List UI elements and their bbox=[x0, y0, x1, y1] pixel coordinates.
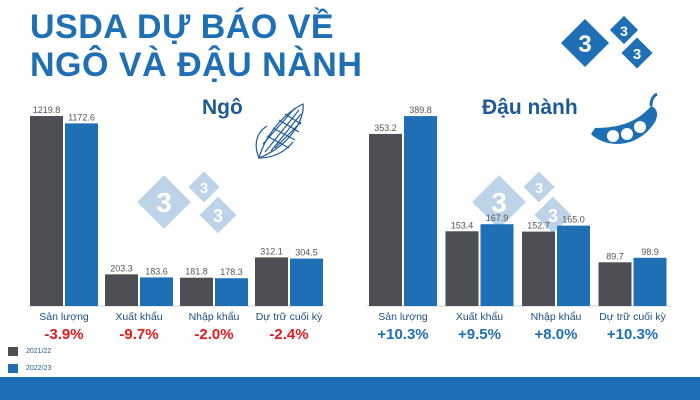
soybean-data-label: 89.7 bbox=[606, 251, 624, 261]
soybean-bar-2021-22 bbox=[369, 133, 402, 306]
soybean-data-label: 167.9 bbox=[486, 213, 509, 223]
corn-change-label: -9.7% bbox=[119, 326, 158, 343]
corn-bar-2022-23 bbox=[65, 123, 98, 307]
legend-item-2022: 2022/23 bbox=[8, 364, 51, 373]
corn-category-label: Xuất khẩu bbox=[115, 311, 162, 323]
corn-bar-2022-23 bbox=[215, 278, 248, 306]
corn-change-label: -3.9% bbox=[44, 326, 83, 343]
corn-data-label: 181.8 bbox=[185, 267, 208, 277]
soybean-category-label: Xuất khẩu bbox=[456, 311, 503, 323]
brand-logo: 3 3 3 bbox=[560, 15, 653, 69]
soybean-bar-2022-23 bbox=[404, 116, 437, 306]
corn-change-label: -2.4% bbox=[269, 326, 308, 343]
watermark-logo-corn: 3 3 3 bbox=[137, 171, 237, 234]
corn-panel-title: Ngô bbox=[202, 96, 243, 119]
corn-data-label: 1172.6 bbox=[68, 112, 95, 122]
svg-text:3: 3 bbox=[548, 206, 558, 226]
corn-bar-2022-23 bbox=[140, 277, 173, 306]
soybean-change-label: +9.5% bbox=[458, 326, 501, 343]
legend-label-2021: 2021/22 bbox=[26, 348, 52, 355]
title-line-1: USDA DỰ BÁO VỀ bbox=[30, 8, 335, 46]
footer-bar bbox=[0, 377, 700, 400]
svg-text:3: 3 bbox=[620, 23, 628, 39]
svg-text:3: 3 bbox=[491, 187, 507, 218]
soybean-data-label: 98.9 bbox=[641, 247, 659, 257]
legend-swatch-2022 bbox=[8, 364, 18, 373]
corn-category-label: Sản lượng bbox=[39, 311, 89, 323]
corn-data-label: 183.6 bbox=[145, 266, 168, 276]
corn-icon bbox=[255, 103, 304, 160]
soybean-change-label: +8.0% bbox=[535, 326, 578, 343]
soybean-data-label: 389.8 bbox=[409, 105, 432, 115]
watermark-logo-soybean: 3 3 3 bbox=[472, 171, 572, 234]
corn-change-label: -2.0% bbox=[194, 326, 233, 343]
corn-bar-2021-22 bbox=[105, 274, 138, 306]
soybean-change-label: +10.3% bbox=[377, 326, 428, 343]
corn-bar-2022-23 bbox=[290, 258, 323, 306]
soybean-category-label: Sản lượng bbox=[378, 311, 428, 323]
soybean-category-label: Nhập khẩu bbox=[531, 311, 582, 323]
soybean-bar-2021-22 bbox=[445, 231, 479, 306]
corn-data-label: 304.5 bbox=[295, 248, 318, 258]
legend-item-2021: 2021/22 bbox=[8, 347, 51, 356]
soybean-data-label: 153.4 bbox=[451, 220, 474, 230]
corn-data-label: 203.3 bbox=[110, 263, 133, 273]
logo-diamond-top: 3 bbox=[609, 15, 639, 45]
corn-bar-2021-22 bbox=[255, 257, 288, 306]
legend-label-2022: 2022/23 bbox=[26, 365, 52, 372]
svg-text:3: 3 bbox=[633, 46, 641, 63]
svg-text:3: 3 bbox=[156, 187, 172, 218]
soybean-data-label: 353.2 bbox=[374, 123, 397, 133]
svg-text:3: 3 bbox=[200, 180, 208, 197]
peapod-icon bbox=[591, 92, 658, 144]
soybean-bar-2021-22 bbox=[522, 231, 555, 306]
soybean-data-label: 152.7 bbox=[527, 221, 550, 231]
corn-bar-2021-22 bbox=[180, 277, 213, 306]
soybean-category-label: Dự trữ cuối kỳ bbox=[599, 311, 666, 323]
corn-data-label: 312.1 bbox=[260, 246, 283, 256]
page-title: USDA DỰ BÁO VỀ NGÔ VÀ ĐẬU NÀNH bbox=[30, 8, 362, 84]
legend-swatch-2021 bbox=[8, 347, 18, 356]
soybean-bar-2022-23 bbox=[557, 225, 590, 306]
soybean-panel-title: Đậu nành bbox=[482, 96, 578, 119]
soybean-bar-2022-23 bbox=[633, 257, 667, 306]
corn-category-label: Nhập khẩu bbox=[189, 311, 240, 323]
soybean-bar-2022-23 bbox=[480, 224, 514, 306]
corn-bar-2021-22 bbox=[30, 116, 63, 306]
soybean-change-label: +10.3% bbox=[607, 326, 658, 343]
svg-text:3: 3 bbox=[213, 206, 223, 226]
corn-category-label: Dự trữ cuối kỳ bbox=[256, 311, 323, 323]
soybean-bar-2021-22 bbox=[598, 262, 632, 306]
soybean-data-label: 165.0 bbox=[562, 215, 585, 225]
svg-text:3: 3 bbox=[535, 180, 543, 197]
logo-diamond-large: 3 bbox=[560, 18, 610, 68]
corn-data-label: 178.3 bbox=[220, 267, 243, 277]
corn-data-label: 1219.8 bbox=[33, 105, 61, 115]
svg-text:3: 3 bbox=[578, 31, 591, 58]
title-line-2: NGÔ VÀ ĐẬU NÀNH bbox=[30, 46, 363, 84]
